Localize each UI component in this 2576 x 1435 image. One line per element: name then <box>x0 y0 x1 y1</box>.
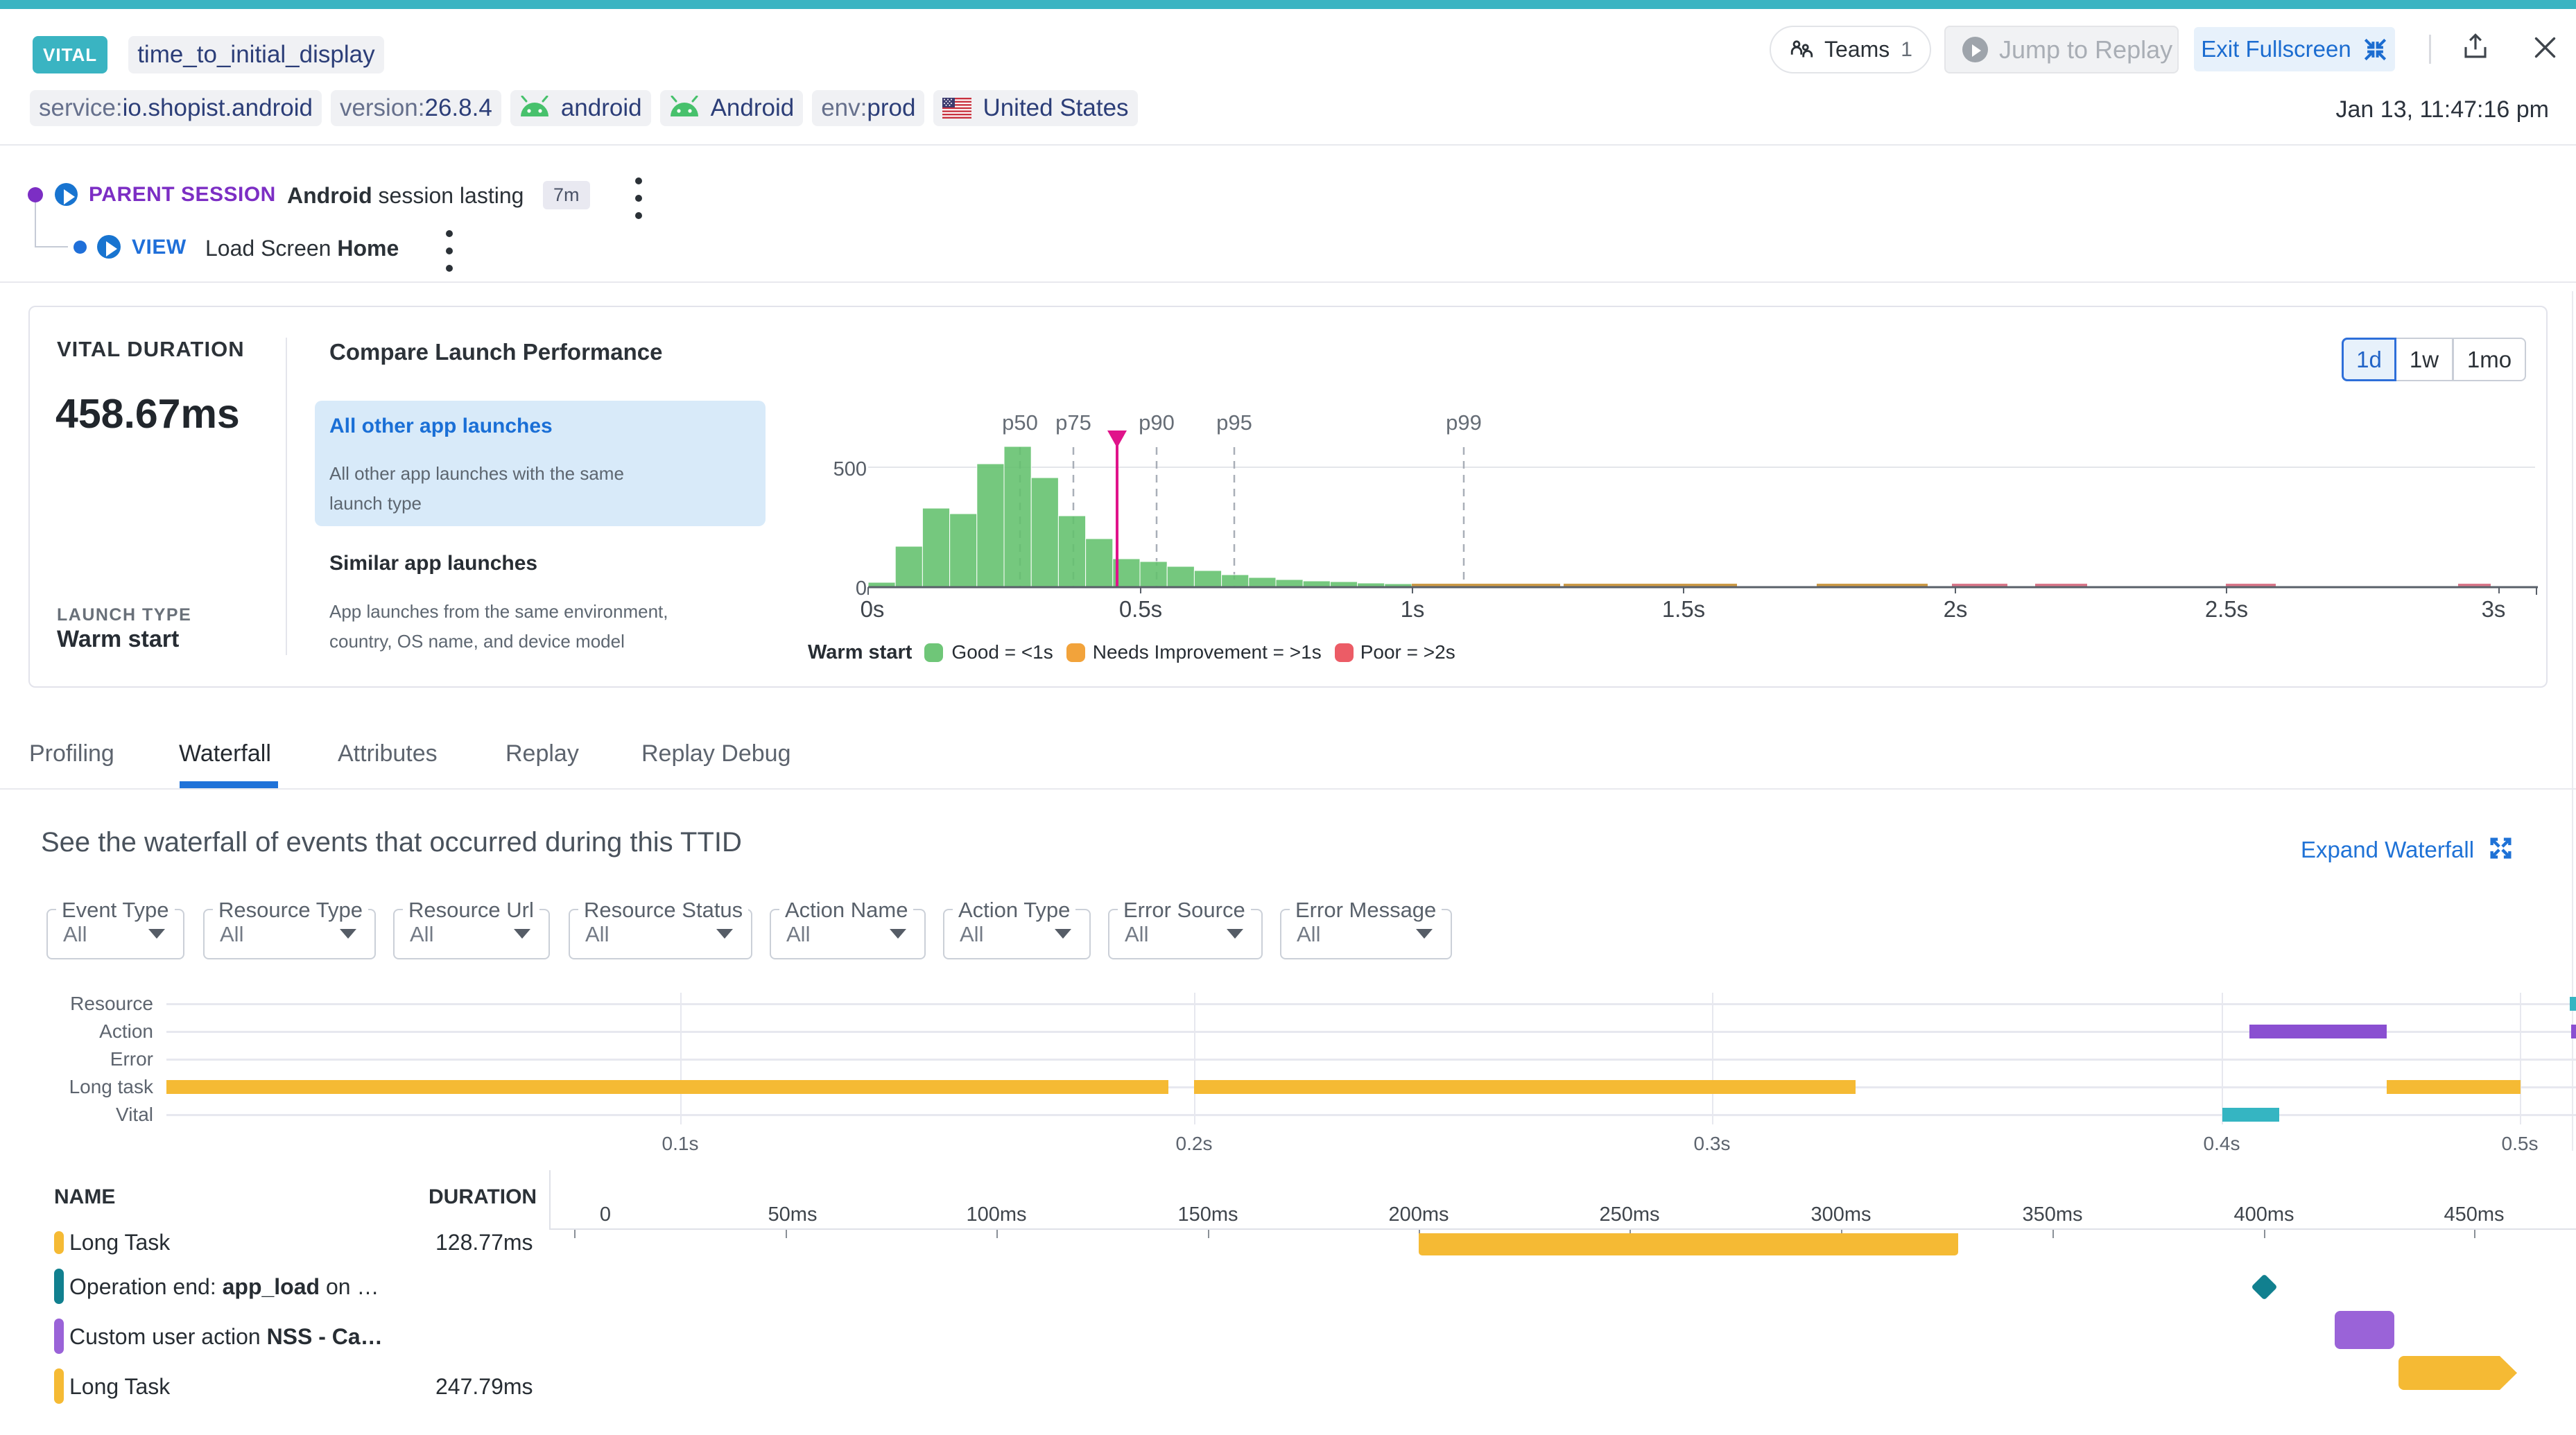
svg-text:0s: 0s <box>861 596 885 622</box>
svg-text:3s: 3s <box>2482 596 2506 622</box>
svg-text:p95: p95 <box>1216 410 1252 435</box>
svg-text:1.5s: 1.5s <box>1662 596 1705 622</box>
svg-text:p75: p75 <box>1055 410 1091 435</box>
svg-text:0: 0 <box>856 577 867 600</box>
svg-text:1s: 1s <box>1401 596 1425 622</box>
svg-text:p50: p50 <box>1002 410 1038 435</box>
svg-text:0.5s: 0.5s <box>1119 596 1162 622</box>
svg-text:2s: 2s <box>1944 596 1968 622</box>
svg-text:p90: p90 <box>1139 410 1175 435</box>
svg-text:500: 500 <box>833 458 867 480</box>
svg-text:2.5s: 2.5s <box>2205 596 2248 622</box>
svg-text:p99: p99 <box>1446 410 1482 435</box>
